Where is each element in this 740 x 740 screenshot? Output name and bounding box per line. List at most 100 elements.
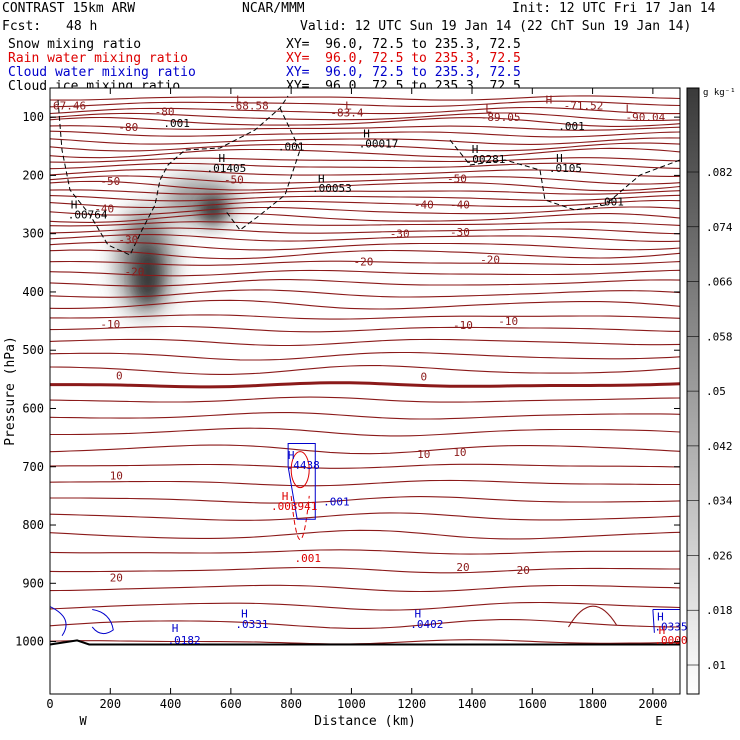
isotherm-line: [49, 269, 681, 277]
isotherm-line: [49, 106, 680, 115]
isotherm-line: [49, 199, 681, 209]
field-rain-xy: XY= 96.0, 72.5 to 235.3, 72.5: [286, 51, 521, 66]
x-tick-label: 2000: [638, 697, 667, 711]
isotherm-line: [49, 325, 681, 333]
y-tick-label: 500: [22, 343, 44, 357]
cloud-water-contour-east: [652, 609, 680, 633]
field-annotation: H: [219, 152, 226, 165]
isotherm-line: [49, 180, 681, 192]
field-annotation: .00053: [312, 182, 352, 195]
isotherm-line: [49, 95, 681, 101]
isotherm-label: -40: [450, 199, 470, 212]
valid-time: Valid: 12 UTC Sun 19 Jan 14 (22 ChT Sun …: [300, 19, 692, 34]
plot-title: CONTRAST 15km ARW: [2, 1, 136, 16]
isotherm-line: [49, 142, 681, 152]
x-tick-label: 1000: [337, 697, 366, 711]
colorbar-tick-label: .058: [706, 330, 733, 343]
field-annotation: H: [71, 199, 78, 212]
isotherm-line: [49, 396, 681, 403]
field-annotation: H: [363, 127, 370, 140]
isotherm-line: [49, 549, 681, 555]
isotherm-label: -50: [100, 175, 120, 188]
isotherm-line: [49, 566, 680, 574]
colorbar: g kg⁻¹ .082 .074 .066 .058 .05 .042 .034 .026 .01…: [686, 87, 736, 695]
field-annotation: H: [172, 622, 179, 635]
forecast-hour: 48 h: [66, 19, 98, 34]
field-annotation: H: [241, 608, 248, 621]
field-annotation: L: [345, 99, 352, 112]
field-annotation: .001: [278, 140, 305, 153]
field-annotation: .003941: [271, 500, 317, 513]
field-annotation: H: [556, 152, 563, 165]
field-snow-label: Snow mixing ratio: [8, 37, 142, 52]
isotherm-line: [49, 157, 681, 163]
isotherm-label: -10: [100, 318, 120, 331]
field-annotation: .001: [558, 120, 585, 133]
field-annotation: .00764: [68, 208, 108, 221]
isotherm-line: [49, 175, 681, 185]
isotherm-line: [49, 299, 681, 310]
isotherm-line: [49, 249, 681, 260]
field-annotation: .001: [294, 552, 321, 565]
isotherm-label: -10: [498, 315, 518, 328]
isotherm-label: 20: [110, 571, 123, 584]
field-annotation: .4438: [287, 459, 320, 472]
colorbar-units: g kg⁻¹: [703, 88, 736, 98]
x-tick-label: 1800: [578, 697, 607, 711]
isotherm-line: [50, 496, 681, 504]
colorbar-tick-label: .066: [706, 276, 733, 289]
field-annotation: L: [625, 102, 632, 115]
field-annotation: -89.05: [481, 111, 521, 124]
field-annotation: L: [236, 94, 243, 107]
x-tick-label: 0: [46, 697, 53, 711]
x-axis-label: Distance (km): [314, 714, 416, 729]
cloud-ice-contour-east: [449, 139, 681, 211]
isotherm-bump: [567, 605, 618, 628]
isotherm-label: -80: [155, 105, 175, 118]
field-annotation: H: [472, 143, 479, 156]
isotherm-line: [50, 314, 681, 320]
isotherm-line: [49, 601, 681, 611]
field-annotation: H: [414, 608, 421, 621]
field-annotation: .0335: [654, 620, 687, 633]
y-tick-label: 800: [22, 518, 44, 532]
isotherm-line: [49, 189, 681, 195]
isotherm-line: [49, 584, 681, 593]
isotherm-label: -50: [224, 173, 244, 186]
field-annotation: .00281: [466, 153, 506, 166]
x-tick-label: 1600: [518, 697, 547, 711]
isotherm-line: [49, 227, 681, 235]
isotherm-line: [49, 147, 681, 159]
isotherm-line: [49, 213, 681, 223]
isotherm-label: -10: [453, 319, 473, 332]
field-annotation: .0182: [168, 634, 201, 647]
isotherm-line: [49, 289, 681, 298]
isotherm-line: [49, 241, 681, 251]
field-annotation: H: [282, 490, 289, 503]
y-tick-label: 700: [22, 460, 44, 474]
east-label: E: [655, 714, 662, 728]
isotherm-line: [49, 351, 681, 361]
x-tick-label: 1400: [458, 697, 487, 711]
isotherm-line: [49, 194, 681, 202]
colorbar-tick-label: .01: [706, 659, 726, 672]
isotherm-line: [49, 206, 681, 216]
field-annotation: .001: [323, 496, 350, 509]
isotherm-label: 0: [420, 370, 427, 383]
rain-water-core: [290, 451, 310, 489]
isotherm-line: [50, 381, 681, 389]
isotherm-line: [49, 444, 681, 455]
colorbar-tick-label: .034: [706, 495, 733, 508]
cloud-water-contour-center: [287, 442, 316, 520]
field-cloudwater-label: Cloud water mixing ratio: [8, 65, 196, 80]
field-rain-label: Rain water mixing ratio: [8, 51, 189, 66]
colorbar-tick-label: .082: [706, 166, 733, 179]
y-tick-label: 400: [22, 285, 44, 299]
isotherm-line: [49, 125, 681, 131]
isotherm-line: [49, 260, 681, 266]
isotherm-line: [49, 162, 681, 170]
isotherm-line: [49, 338, 681, 347]
field-annotation: -71.52: [564, 99, 604, 112]
isotherm-label: 20: [456, 561, 469, 574]
